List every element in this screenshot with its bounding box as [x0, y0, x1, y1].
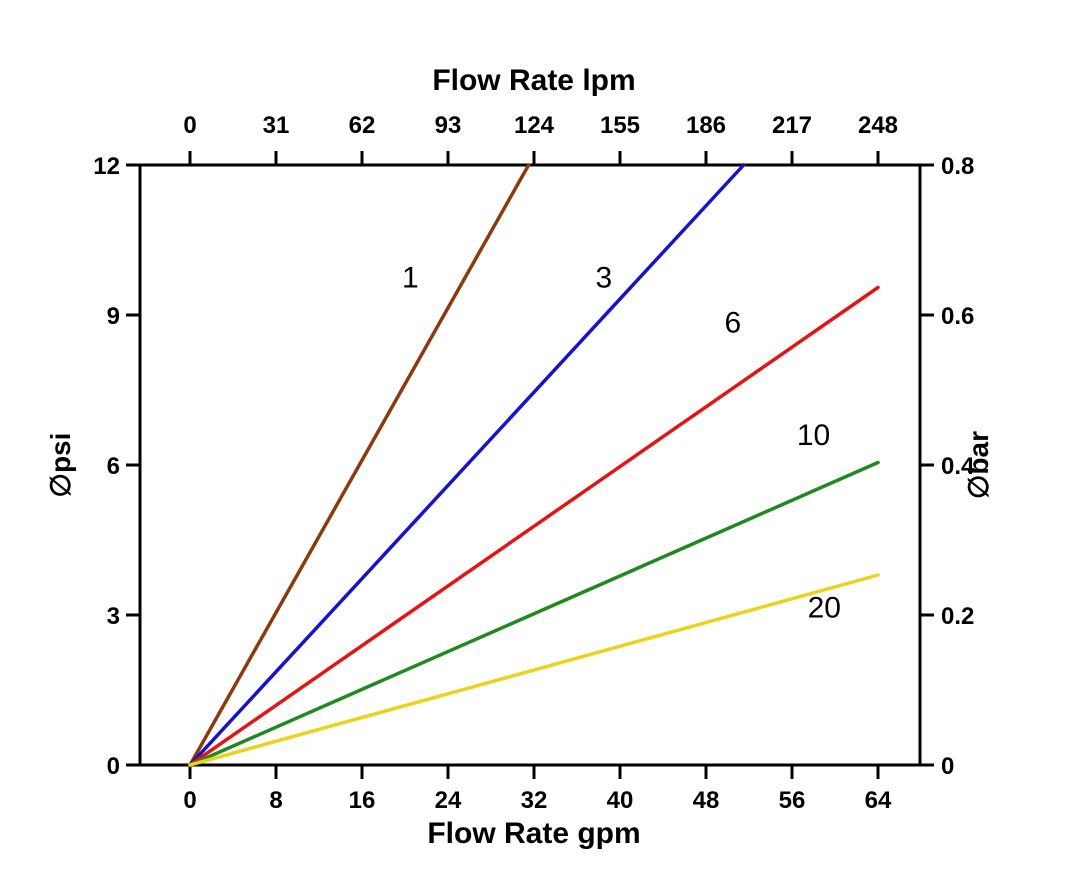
right-axis-tick-label: 0: [941, 753, 954, 780]
bottom-axis-tick-label: 8: [269, 787, 282, 814]
top-axis-tick-label: 155: [600, 112, 640, 139]
bottom-axis-tick-label: 64: [865, 787, 892, 814]
left-axis-tick-label: 9: [107, 303, 120, 330]
series-label-6: 6: [725, 307, 742, 340]
right-axis-title: ∅bar: [963, 431, 994, 499]
bottom-axis-tick-label: 32: [521, 787, 548, 814]
series-line-20: [188, 573, 880, 767]
left-axis-tick-label: 12: [93, 153, 120, 180]
series-line-3: [188, 163, 746, 767]
bottom-axis-tick-label: 40: [607, 787, 634, 814]
left-axis-tick-label: 0: [107, 753, 120, 780]
series-label-3: 3: [596, 262, 613, 295]
bottom-axis-tick-label: 24: [435, 787, 462, 814]
left-axis-title: ∅psi: [45, 433, 76, 498]
bottom-axis-tick-label: 0: [183, 787, 196, 814]
top-axis-tick-label: 93: [435, 112, 462, 139]
top-axis-tick-label: 124: [514, 112, 555, 139]
series-label-20: 20: [808, 592, 841, 625]
left-axis-tick-label: 3: [107, 603, 120, 630]
top-axis-tick-label: 186: [686, 112, 726, 139]
series-line-6: [188, 285, 880, 767]
right-axis-tick-label: 0.2: [941, 603, 974, 630]
bottom-axis-tick-label: 48: [693, 787, 720, 814]
bottom-axis-tick-label: 56: [779, 787, 806, 814]
series-label-1: 1: [402, 262, 419, 295]
plot-border: [138, 163, 922, 767]
top-axis-title: Flow Rate lpm: [432, 64, 635, 97]
right-axis-tick-label: 0.4: [941, 453, 975, 480]
top-axis-tick-label: 248: [858, 112, 898, 139]
bottom-axis-title: Flow Rate gpm: [427, 817, 640, 850]
series-label-10: 10: [797, 419, 830, 452]
top-axis-tick-label: 0: [183, 112, 196, 139]
bottom-axis-tick-label: 16: [349, 787, 376, 814]
series-line-1: [188, 163, 531, 767]
top-axis-tick-label: 217: [772, 112, 812, 139]
top-axis-tick-label: 31: [263, 112, 290, 139]
right-axis-tick-label: 0.6: [941, 303, 974, 330]
left-axis-tick-label: 6: [107, 453, 120, 480]
right-axis-tick-label: 0.8: [941, 153, 974, 180]
top-axis-tick-label: 62: [349, 112, 376, 139]
series-line-10: [188, 460, 880, 767]
